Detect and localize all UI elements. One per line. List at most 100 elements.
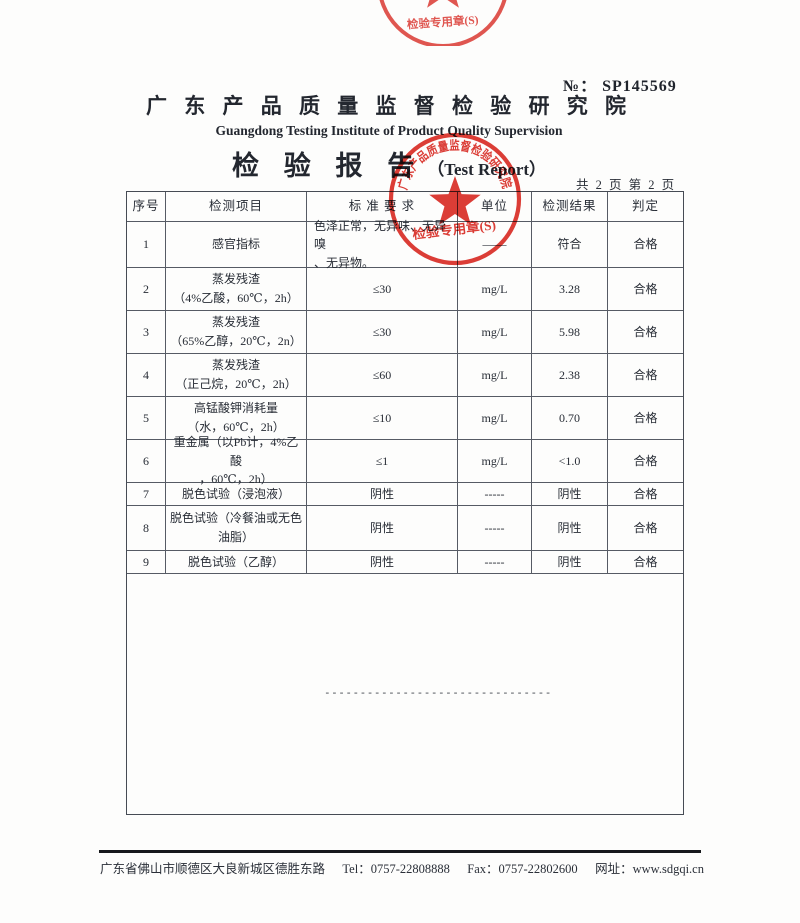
cell-no: 1 — [127, 222, 166, 268]
cell-judge: 合格 — [608, 483, 683, 506]
cell-standard: 阴性 — [307, 483, 458, 506]
institute-title-en: Guangdong Testing Institute of Product Q… — [215, 123, 563, 138]
cell-item: 蒸发残渣 （正己烷，20℃，2h） — [166, 354, 307, 397]
cell-unit: mg/L — [458, 397, 532, 440]
item-line: 重金属（以Pb计，4%乙酸 — [173, 435, 299, 468]
cell-standard: ≤60 — [307, 354, 458, 397]
pagination: 共 2 页 第 2 页 — [576, 178, 677, 192]
cell-result: 5.98 — [532, 311, 608, 354]
results-table: 序号 检测项目 标 准 要 求 单位 检测结果 判定 1 感官指标 色泽正常，无… — [126, 191, 684, 815]
table-row: 3 蒸发残渣 （65%乙醇，20℃，2n） ≤30 mg/L 5.98 合格 — [127, 311, 683, 354]
cell-standard: ≤30 — [307, 268, 458, 311]
cell-result: 2.38 — [532, 354, 608, 397]
item-line: （65%乙醇，20℃，2n） — [170, 334, 302, 348]
cell-result: 符合 — [532, 222, 608, 268]
cell-standard: 阴性 — [307, 551, 458, 574]
cell-result: 0.70 — [532, 397, 608, 440]
table-row: 8 脱色试验（冷餐油或无色 油脂） 阴性 ----- 阴性 合格 — [127, 506, 683, 551]
table-header-row: 序号 检测项目 标 准 要 求 单位 检测结果 判定 — [127, 192, 683, 222]
item-line: 蒸发残渣 — [211, 272, 260, 287]
cell-result: 阴性 — [532, 551, 608, 574]
footer-fax: Fax：0757-22802600 — [467, 862, 578, 876]
cell-unit: mg/L — [458, 354, 532, 397]
cell-unit: ----- — [458, 506, 532, 551]
partial-seal-stamp-top: 检验专用章(S) — [379, 0, 507, 46]
footer-address: 广东省佛山市顺德区大良新城区德胜东路 — [100, 862, 326, 876]
table-row: 6 重金属（以Pb计，4%乙酸 ，60℃，2h） ≤1 mg/L <1.0 合格 — [127, 435, 683, 486]
seal-star-icon — [427, 0, 459, 8]
cell-result: 阴性 — [532, 483, 608, 506]
cell-standard: ≤30 — [307, 311, 458, 354]
report-title-en: （Test Report） — [427, 160, 547, 179]
table-row: 4 蒸发残渣 （正己烷，20℃，2h） ≤60 mg/L 2.38 合格 — [127, 354, 683, 397]
cell-no: 8 — [127, 506, 166, 551]
cell-no: 3 — [127, 311, 166, 354]
cell-unit: mg/L — [458, 268, 532, 311]
footer-rule — [99, 850, 701, 853]
cell-standard: ≤10 — [307, 397, 458, 440]
cell-no: 4 — [127, 354, 166, 397]
item-line: 蒸发残渣 — [211, 358, 260, 373]
table-row: 9 脱色试验（乙醇） 阴性 ----- 阴性 合格 — [127, 551, 683, 574]
item-line: （水，60℃，2h） — [187, 420, 285, 434]
seal-bottom-text: 检验专用章(S) — [412, 217, 497, 242]
report-title: 检 验 报 告 （Test Report） — [8, 144, 770, 183]
item-line: 高锰酸钾消耗量 — [193, 401, 278, 416]
cell-unit: —— — [458, 222, 532, 268]
table-row: 2 蒸发残渣 （4%乙酸，60℃，2h） ≤30 mg/L 3.28 合格 — [127, 268, 683, 311]
cell-judge: 合格 — [608, 354, 683, 397]
item-line: 感官指标 — [211, 237, 260, 252]
cell-no: 5 — [127, 397, 166, 440]
cell-judge: 合格 — [608, 268, 683, 311]
cell-item: 蒸发残渣 （4%乙酸，60℃，2h） — [166, 268, 307, 311]
cell-judge: 合格 — [608, 311, 683, 354]
cell-standard: 阴性 — [307, 506, 458, 551]
cell-unit: ----- — [458, 551, 532, 574]
item-line: 油脂） — [217, 530, 254, 544]
report-number: №： SP145569 — [563, 78, 677, 95]
institute-title-cn: 广 东 产 品 质 量 监 督 检 验 研 究 院 — [146, 94, 632, 118]
table-row: 5 高锰酸钾消耗量 （水，60℃，2h） ≤10 mg/L 0.70 合格 — [127, 397, 683, 440]
cell-no: 7 — [127, 483, 166, 506]
cell-item: 高锰酸钾消耗量 （水，60℃，2h） — [166, 397, 307, 440]
cell-standard: ≤1 — [307, 440, 458, 483]
cell-item: 脱色试验（冷餐油或无色 油脂） — [166, 506, 307, 551]
cell-item: 感官指标 — [166, 222, 307, 268]
cell-judge: 合格 — [608, 440, 683, 483]
standard-line: 、无异物。 — [314, 255, 375, 270]
cell-result: 阴性 — [532, 506, 608, 551]
footer-tel: Tel：0757-22808888 — [342, 862, 450, 876]
item-line: （4%乙酸，60℃，2h） — [173, 291, 299, 305]
cell-no: 9 — [127, 551, 166, 574]
col-header-no: 序号 — [127, 192, 166, 222]
cell-judge: 合格 — [608, 397, 683, 440]
cell-item: 脱色试验（浸泡液） — [166, 483, 307, 506]
cell-judge: 合格 — [608, 222, 683, 268]
table-row: 1 感官指标 色泽正常，无异味、无异嗅 、无异物。 —— 符合 合格 — [127, 219, 683, 270]
cell-item: 蒸发残渣 （65%乙醇，20℃，2n） — [166, 311, 307, 354]
col-header-result: 检测结果 — [532, 192, 608, 222]
item-line: ，60℃，2h） — [199, 472, 273, 487]
cell-no: 2 — [127, 268, 166, 311]
cell-item: 脱色试验（乙醇） — [166, 551, 307, 574]
cell-item: 重金属（以Pb计，4%乙酸 ，60℃，2h） — [166, 435, 307, 486]
page-header: 广 东 产 品 质 量 监 督 检 验 研 究 院 Guangdong Test… — [8, 90, 770, 183]
col-header-judge: 判定 — [608, 192, 683, 222]
cell-unit: ----- — [458, 483, 532, 506]
cell-unit: mg/L — [458, 440, 532, 483]
report-title-cn: 检 验 报 告 — [231, 151, 424, 181]
official-seal-stamp: 广东产品质量监督检验研究院 检验专用章(S) — [388, 132, 522, 266]
cell-judge: 合格 — [608, 506, 683, 551]
cell-no: 6 — [127, 440, 166, 483]
table-row: 7 脱色试验（浸泡液） 阴性 ----- 阴性 合格 — [127, 483, 683, 506]
item-line: 脱色试验（冷餐油或无色 — [169, 511, 302, 526]
item-line: 蒸发残渣 — [211, 315, 260, 330]
col-header-item: 检测项目 — [166, 192, 307, 222]
col-header-unit: 单位 — [458, 192, 532, 222]
cell-result: 3.28 — [532, 268, 608, 311]
cell-standard: 色泽正常，无异味、无异嗅 、无异物。 — [307, 219, 458, 270]
seal-bottom-text: 检验专用章(S) — [407, 13, 480, 32]
end-of-data-dashes: -------------------------------- — [324, 686, 552, 699]
footer-website: 网址：www.sdgqi.cn — [595, 862, 704, 876]
